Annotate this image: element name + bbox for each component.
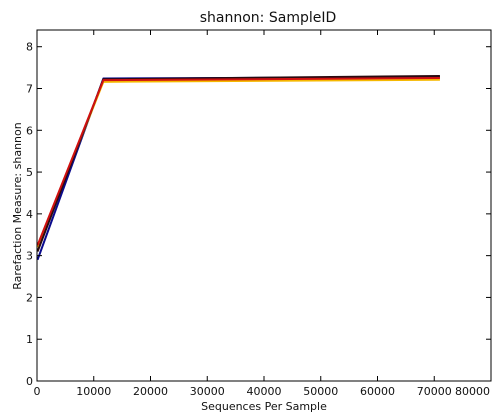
x-tick-label: 0 — [34, 385, 41, 398]
y-axis-label: Rarefaction Measure: shannon — [11, 122, 24, 289]
x-axis-label: Sequences Per Sample — [201, 400, 327, 413]
series-line-2 — [36, 74, 440, 252]
series-line-1 — [36, 78, 440, 248]
series-layer — [36, 74, 440, 261]
y-tick-label: 1 — [26, 333, 33, 346]
x-axis: 0 10000 20000 30000 40000 50000 60000 70000 8000… — [34, 30, 492, 398]
x-tick-label: 40000 — [247, 385, 282, 398]
chart-title: shannon: SampleID — [200, 10, 337, 26]
x-tick-label: 10000 — [76, 385, 111, 398]
y-tick-label: 6 — [26, 124, 33, 137]
series-line-0 — [36, 76, 440, 261]
y-axis: 0 1 2 3 4 5 6 7 8 — [26, 41, 491, 388]
y-tick-label: 2 — [26, 291, 33, 304]
x-tick-label: 70000 — [417, 385, 452, 398]
x-tick-label: 60000 — [360, 385, 395, 398]
y-tick-label: 7 — [26, 83, 33, 96]
y-tick-label: 0 — [26, 375, 33, 388]
y-tick-label: 3 — [26, 250, 33, 263]
x-tick-label: 80000 — [455, 385, 490, 398]
y-tick-label: 5 — [26, 166, 33, 179]
x-tick-label: 20000 — [133, 385, 168, 398]
x-tick-label: 50000 — [303, 385, 338, 398]
series-line-3 — [36, 77, 440, 246]
y-tick-label: 4 — [26, 208, 33, 221]
y-tick-label: 8 — [26, 41, 33, 54]
x-tick-label: 30000 — [190, 385, 225, 398]
